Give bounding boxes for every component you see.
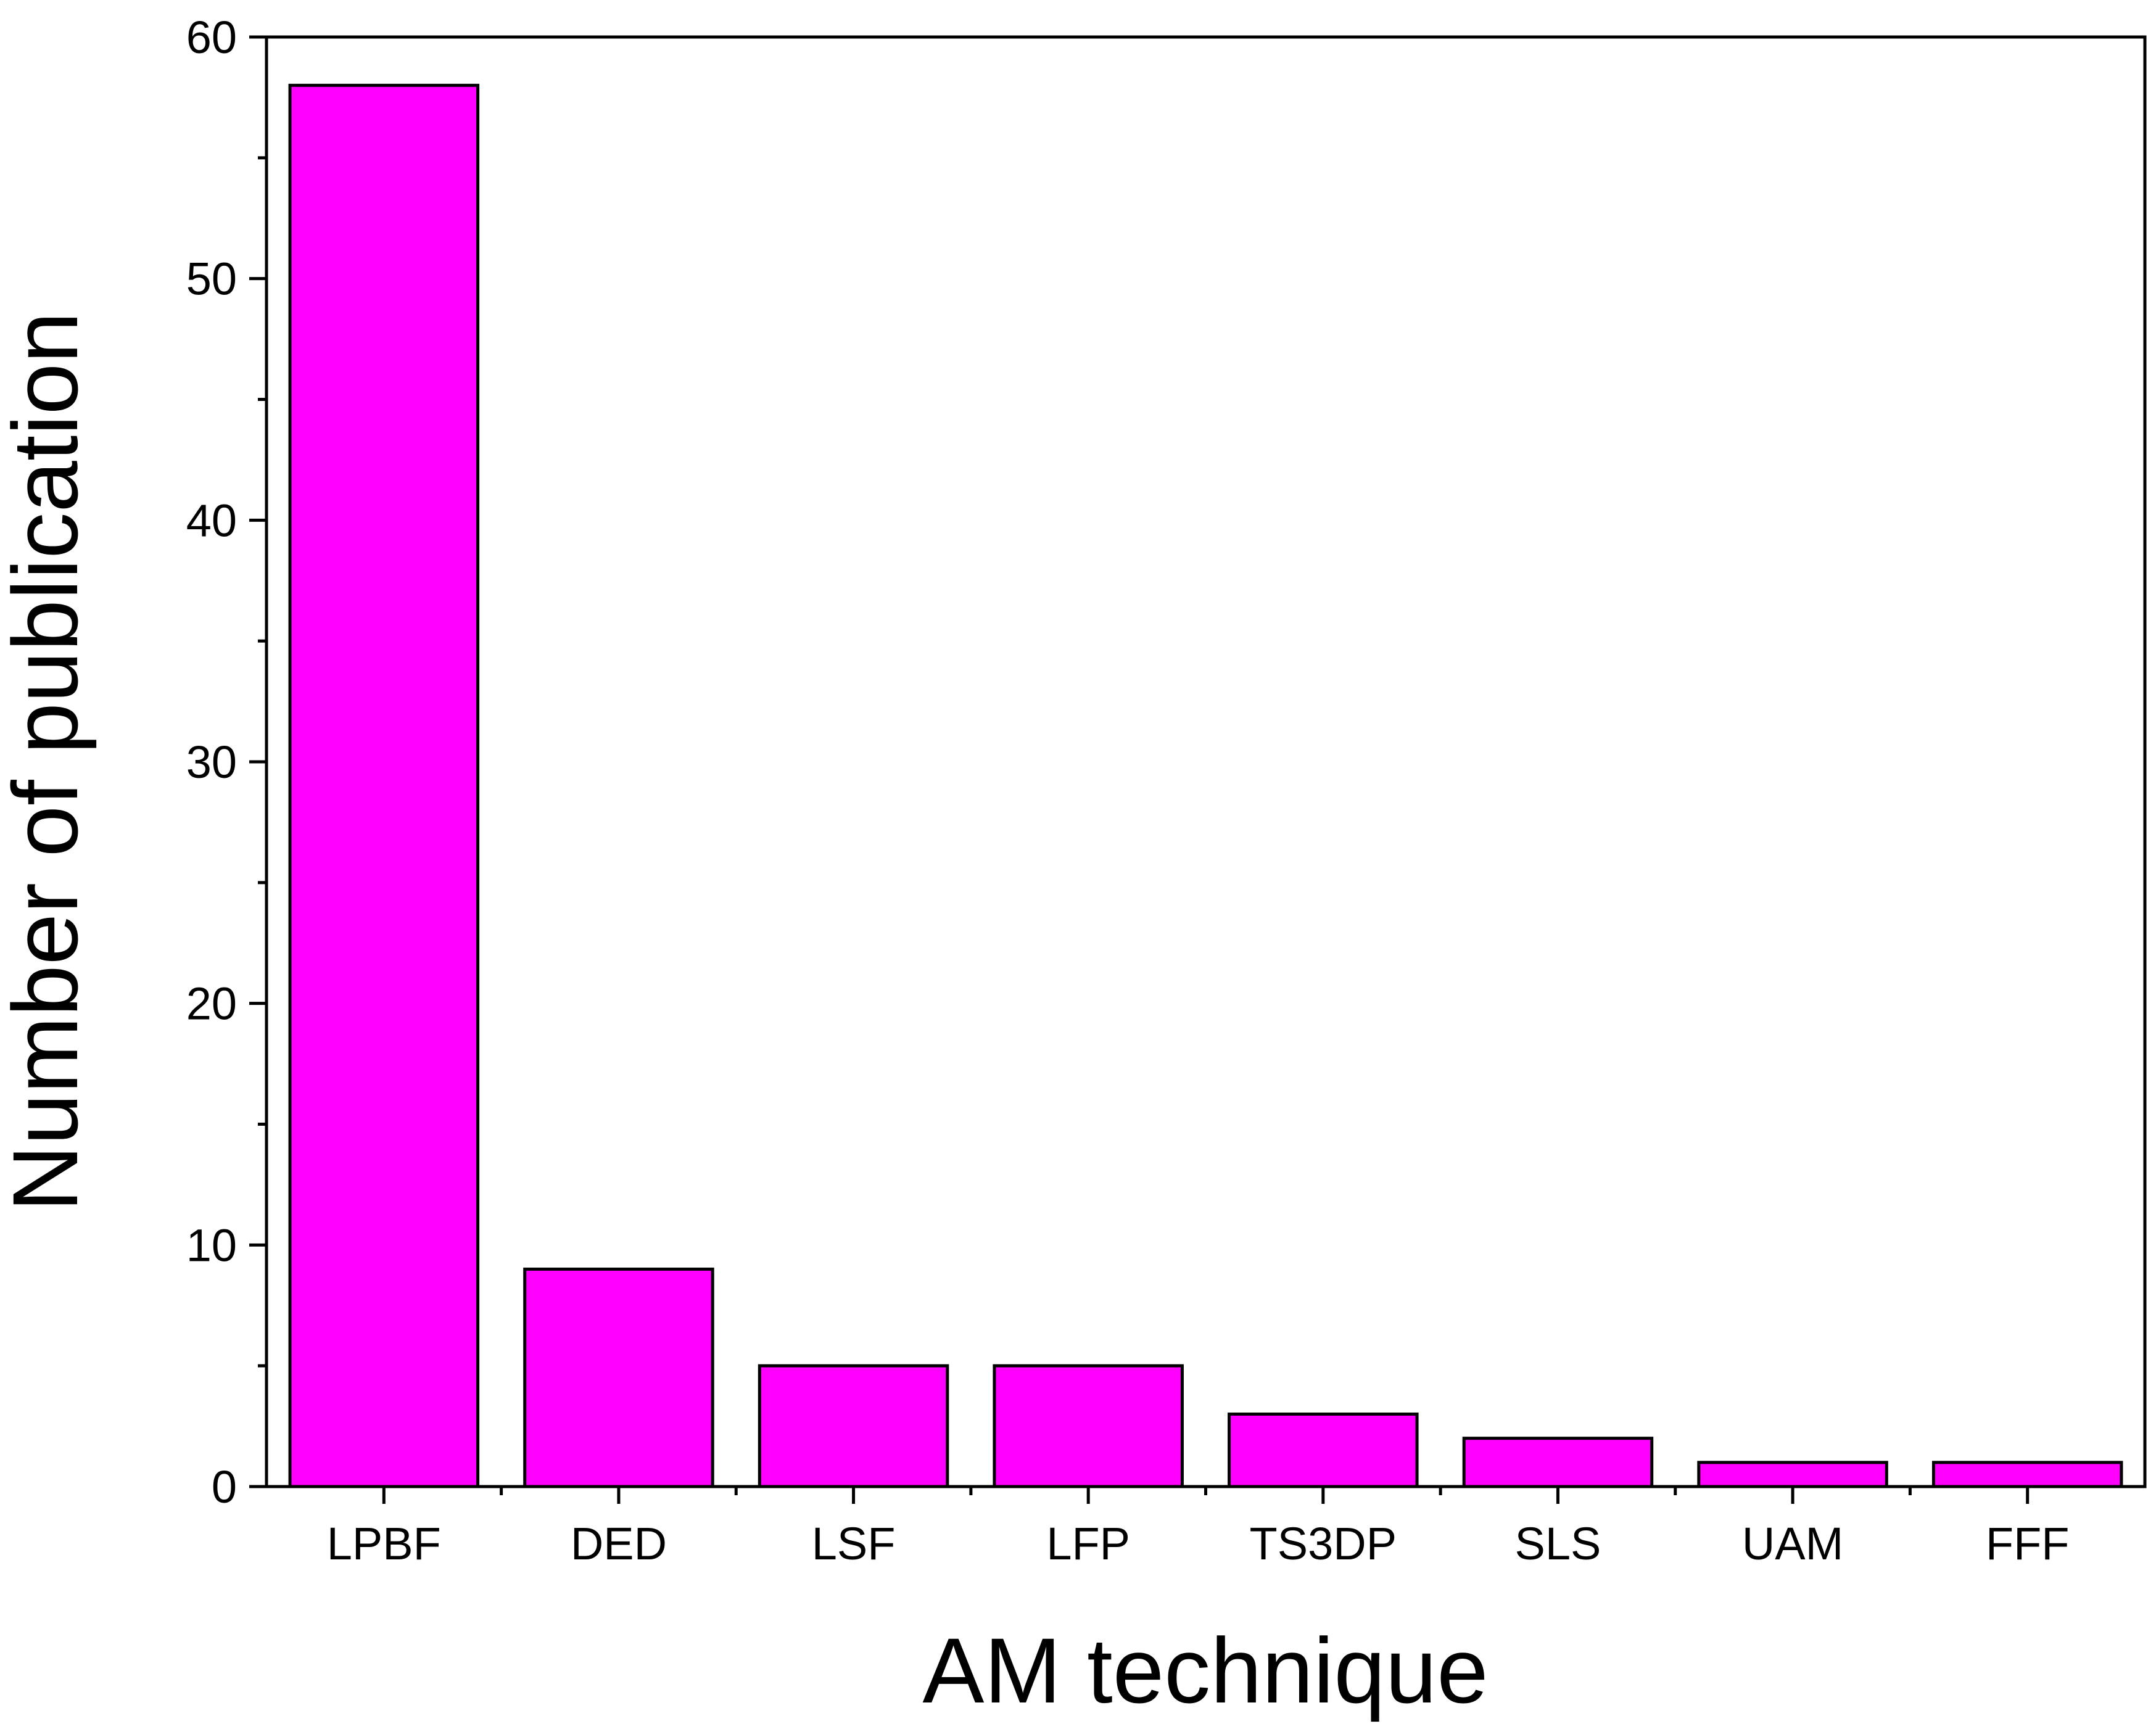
- x-tick-label: UAM: [1742, 1518, 1843, 1569]
- x-tick-label: LFP: [1046, 1518, 1130, 1569]
- y-tick-label: 0: [212, 1461, 237, 1512]
- y-tick-label: 30: [186, 737, 237, 788]
- x-tick-label: DED: [571, 1518, 667, 1569]
- bar-lsf: [758, 1364, 949, 1488]
- bar-uam: [1697, 1461, 1888, 1488]
- x-tick-label: LSF: [812, 1518, 896, 1569]
- x-tick-label: SLS: [1515, 1518, 1601, 1569]
- x-tick-label: FFF: [1986, 1518, 2070, 1569]
- bar-fff: [1931, 1461, 2123, 1488]
- x-axis-title: AM technique: [922, 1619, 1488, 1722]
- y-tick-label: 20: [186, 978, 237, 1030]
- bar-ded: [523, 1268, 714, 1488]
- y-axis-title: Number of publication: [0, 312, 97, 1211]
- bar-ts3dp: [1228, 1413, 1419, 1488]
- bar-sls: [1462, 1437, 1654, 1488]
- y-tick-label: 60: [186, 12, 237, 63]
- x-tick-label: LPBF: [327, 1518, 441, 1569]
- x-tick-label: TS3DP: [1250, 1518, 1397, 1569]
- bar-lfp: [993, 1364, 1184, 1488]
- y-tick-label: 40: [186, 495, 237, 546]
- bar-lpbf: [288, 83, 480, 1488]
- y-tick-label: 50: [186, 254, 237, 305]
- y-tick-label: 10: [186, 1219, 237, 1271]
